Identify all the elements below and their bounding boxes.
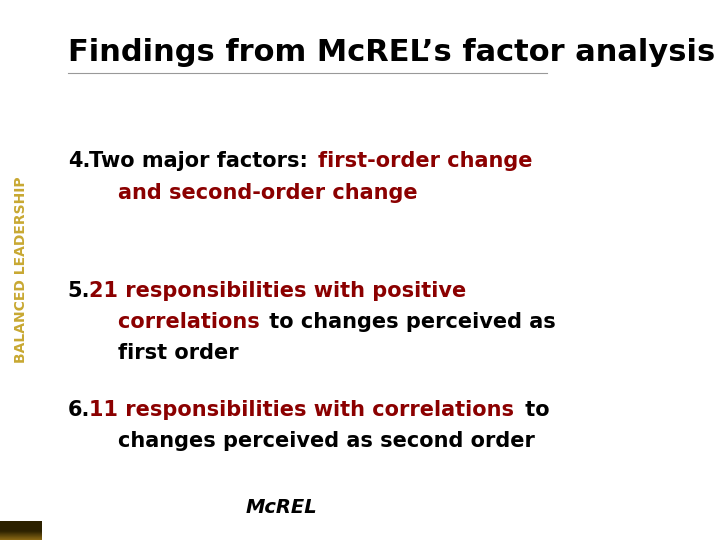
Bar: [0, 527, 42, 537]
Bar: [0, 528, 42, 538]
Bar: [0, 526, 42, 537]
Bar: [0, 529, 42, 539]
Bar: [0, 528, 42, 538]
Bar: [0, 522, 42, 531]
Bar: [0, 529, 42, 539]
Bar: [0, 525, 42, 535]
Bar: [0, 530, 42, 539]
Bar: [0, 524, 42, 535]
Bar: [0, 523, 42, 532]
Text: BALANCED LEADERSHIP: BALANCED LEADERSHIP: [14, 177, 28, 363]
Text: 5.: 5.: [68, 281, 90, 301]
Bar: [0, 522, 42, 532]
Bar: [0, 524, 42, 534]
Text: to changes perceived as: to changes perceived as: [261, 312, 555, 332]
Bar: [0, 523, 42, 533]
Bar: [0, 524, 42, 534]
Text: 4.: 4.: [68, 151, 90, 171]
Bar: [0, 530, 42, 540]
Bar: [0, 528, 42, 538]
Bar: [0, 529, 42, 539]
Bar: [0, 526, 42, 536]
Text: first order: first order: [89, 343, 239, 363]
Bar: [0, 530, 42, 540]
Bar: [0, 527, 42, 537]
Bar: [0, 523, 42, 534]
Bar: [0, 525, 42, 536]
Bar: [0, 525, 42, 536]
Bar: [0, 529, 42, 538]
Text: Findings from McREL’s factor analysis: Findings from McREL’s factor analysis: [68, 38, 715, 67]
Text: first-order change: first-order change: [318, 151, 532, 171]
Bar: [0, 528, 42, 538]
Text: Two major factors:: Two major factors:: [89, 151, 315, 171]
Bar: [0, 523, 42, 534]
Bar: [0, 525, 42, 535]
Text: 21 responsibilities with positive: 21 responsibilities with positive: [89, 281, 467, 301]
Bar: [0, 529, 42, 539]
Bar: [0, 526, 42, 536]
Bar: [0, 522, 42, 532]
Bar: [0, 525, 42, 535]
Bar: [0, 522, 42, 532]
Bar: [0, 528, 42, 538]
Bar: [0, 525, 42, 535]
Bar: [0, 526, 42, 536]
Bar: [0, 525, 42, 535]
Bar: [0, 526, 42, 537]
Bar: [0, 523, 42, 533]
Text: correlations: correlations: [89, 312, 260, 332]
Bar: [0, 522, 42, 532]
Bar: [0, 527, 42, 537]
Bar: [0, 522, 42, 532]
Bar: [0, 521, 42, 531]
Text: to: to: [518, 400, 550, 420]
Bar: [0, 523, 42, 533]
Bar: [0, 521, 42, 531]
Bar: [0, 526, 42, 536]
Text: 6.: 6.: [68, 400, 90, 420]
Text: changes perceived as second order: changes perceived as second order: [89, 431, 535, 451]
Bar: [0, 524, 42, 534]
Bar: [0, 524, 42, 534]
Bar: [0, 522, 42, 532]
Text: McREL: McREL: [246, 498, 318, 517]
Bar: [0, 524, 42, 534]
Bar: [0, 529, 42, 539]
Text: 11 responsibilities with correlations: 11 responsibilities with correlations: [89, 400, 514, 420]
Bar: [0, 522, 42, 531]
Bar: [0, 527, 42, 537]
Bar: [0, 523, 42, 534]
Bar: [0, 526, 42, 536]
Text: and second-order change: and second-order change: [89, 183, 418, 202]
Bar: [0, 524, 42, 535]
Bar: [0, 529, 42, 539]
Bar: [0, 529, 42, 539]
Bar: [0, 528, 42, 537]
Bar: [0, 528, 42, 538]
